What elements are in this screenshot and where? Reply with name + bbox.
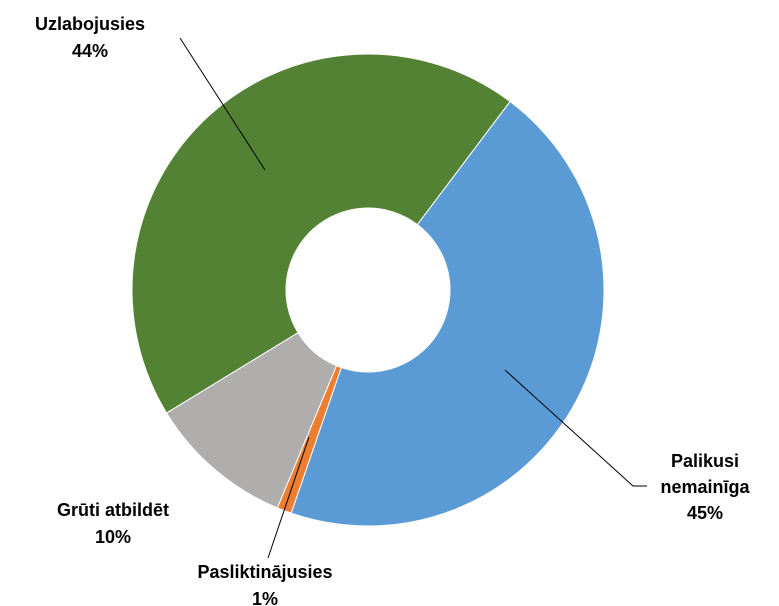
value-label: 45%	[687, 503, 723, 523]
leader-line	[179, 37, 266, 171]
slice	[131, 53, 511, 414]
slice	[290, 100, 605, 527]
leader-line	[267, 436, 310, 559]
category-label: Grūti atbildēt	[57, 500, 169, 520]
slice	[165, 332, 338, 509]
category-label: Uzlabojusies	[35, 14, 145, 34]
category-label: Pasliktinājusies	[197, 562, 332, 582]
category-label: Palikusi nemainīga	[660, 451, 750, 497]
leader-line	[504, 369, 647, 487]
value-label: 1%	[252, 589, 278, 606]
value-label: 44%	[72, 41, 108, 61]
value-label: 10%	[95, 527, 131, 547]
